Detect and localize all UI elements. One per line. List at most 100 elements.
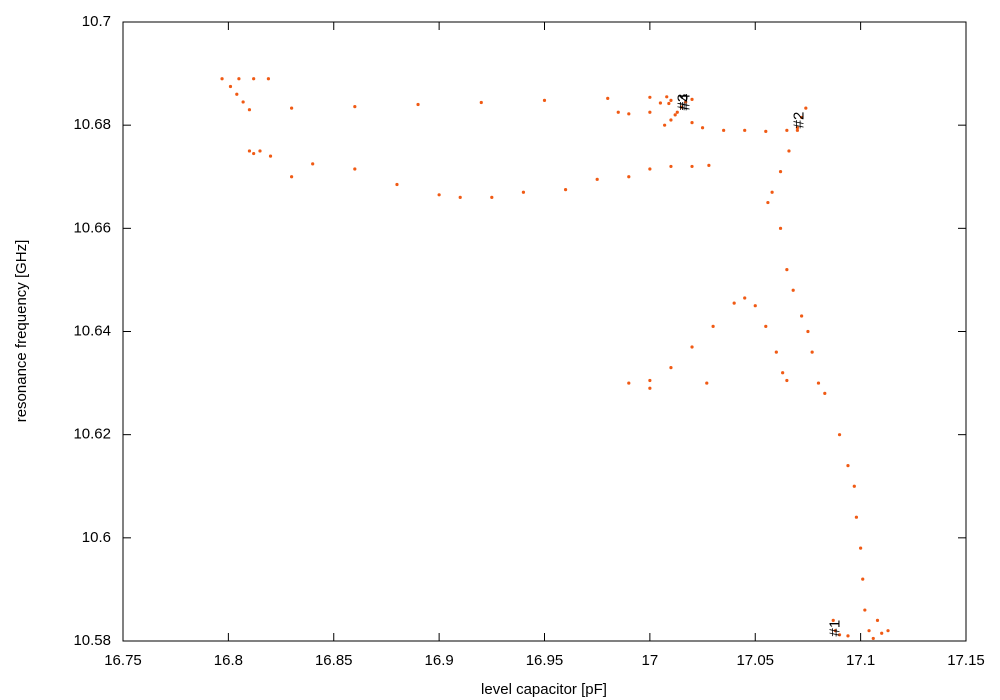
point bbox=[785, 378, 789, 383]
y-tick-label: 10.58 bbox=[73, 632, 111, 649]
point bbox=[722, 128, 726, 132]
point bbox=[667, 101, 671, 106]
point bbox=[458, 195, 462, 199]
point bbox=[220, 77, 224, 81]
point bbox=[247, 149, 252, 153]
point bbox=[648, 167, 652, 171]
y-tick-label: 10.7 bbox=[82, 13, 111, 30]
point bbox=[743, 128, 747, 132]
point bbox=[871, 636, 875, 641]
point bbox=[863, 608, 867, 612]
point bbox=[616, 110, 620, 114]
point bbox=[252, 77, 256, 81]
point bbox=[669, 118, 673, 122]
point bbox=[707, 163, 711, 168]
point bbox=[290, 106, 294, 110]
y-tick-label: 10.68 bbox=[73, 116, 111, 133]
point bbox=[684, 100, 688, 104]
point bbox=[837, 633, 842, 637]
point bbox=[690, 164, 694, 169]
point bbox=[852, 484, 856, 488]
x-tick-label: 16.95 bbox=[526, 652, 564, 669]
point bbox=[875, 618, 880, 622]
x-tick-label: 17.05 bbox=[736, 652, 774, 669]
x-tick-label: 16.9 bbox=[425, 652, 454, 669]
point bbox=[886, 629, 890, 633]
point bbox=[846, 634, 850, 638]
point bbox=[774, 350, 778, 354]
y-tick-label: 10.6 bbox=[82, 529, 111, 546]
point bbox=[711, 324, 715, 328]
point bbox=[669, 366, 673, 370]
point bbox=[795, 128, 800, 132]
point bbox=[800, 115, 804, 120]
point bbox=[669, 98, 673, 103]
point bbox=[861, 577, 865, 581]
x-tick-label: 17.15 bbox=[947, 652, 985, 669]
point bbox=[867, 629, 871, 633]
point bbox=[764, 324, 768, 328]
point bbox=[859, 546, 863, 550]
point bbox=[705, 381, 709, 385]
point bbox=[395, 182, 399, 187]
point bbox=[663, 123, 667, 127]
x-tick-label: 17.1 bbox=[846, 652, 875, 669]
point bbox=[237, 77, 241, 81]
point bbox=[416, 102, 420, 107]
point bbox=[823, 391, 827, 395]
point bbox=[311, 162, 315, 166]
point bbox=[810, 350, 814, 354]
point bbox=[542, 98, 547, 103]
point bbox=[675, 110, 679, 114]
point bbox=[795, 126, 800, 130]
point bbox=[880, 631, 884, 635]
x-tick-label: 16.85 bbox=[315, 652, 353, 669]
plot-frame bbox=[122, 21, 967, 642]
point bbox=[690, 120, 694, 125]
point bbox=[837, 433, 842, 437]
point bbox=[268, 154, 273, 158]
point bbox=[252, 151, 256, 156]
point bbox=[833, 629, 837, 633]
point bbox=[228, 84, 233, 89]
point bbox=[648, 386, 652, 390]
point bbox=[648, 95, 652, 99]
point bbox=[673, 113, 677, 117]
point bbox=[831, 618, 835, 622]
point bbox=[753, 304, 757, 308]
point bbox=[235, 92, 239, 96]
point bbox=[804, 106, 808, 110]
point bbox=[770, 190, 774, 194]
point bbox=[785, 128, 789, 132]
point bbox=[732, 301, 736, 305]
point bbox=[595, 177, 599, 181]
y-tick-label: 10.64 bbox=[73, 322, 111, 339]
point bbox=[665, 95, 669, 99]
point bbox=[353, 104, 357, 109]
annotation: #4 bbox=[677, 94, 694, 111]
point bbox=[690, 345, 694, 349]
point bbox=[787, 149, 791, 153]
point bbox=[778, 226, 783, 230]
point bbox=[353, 167, 357, 171]
point bbox=[627, 175, 631, 179]
point bbox=[247, 108, 252, 112]
point bbox=[521, 190, 526, 194]
point bbox=[679, 105, 684, 109]
point bbox=[690, 97, 694, 101]
y-tick-label: 10.62 bbox=[73, 426, 111, 443]
point bbox=[781, 371, 785, 375]
point bbox=[778, 169, 783, 174]
point bbox=[854, 515, 859, 519]
point bbox=[266, 77, 271, 81]
x-tick-label: 16.8 bbox=[214, 652, 243, 669]
point bbox=[648, 110, 652, 114]
point bbox=[627, 112, 631, 116]
point bbox=[290, 175, 294, 179]
point bbox=[816, 381, 821, 385]
point bbox=[648, 378, 652, 383]
point bbox=[490, 195, 494, 199]
point bbox=[743, 296, 747, 300]
point bbox=[627, 381, 631, 385]
